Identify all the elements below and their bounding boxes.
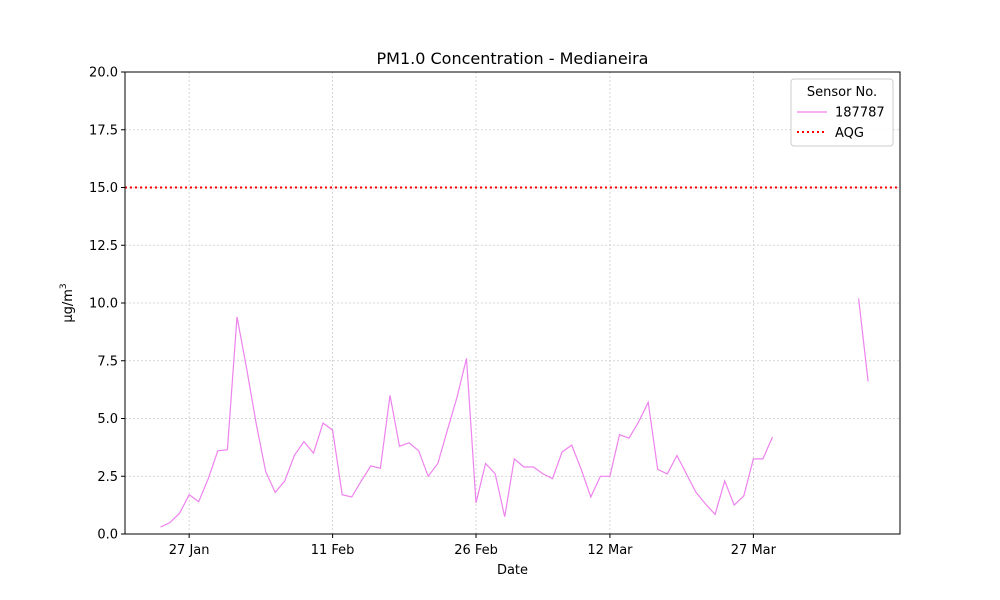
y-tick-label: 2.5 (97, 470, 118, 485)
x-axis: 27 Jan 11 Feb 26 Feb 12 Mar 27 Mar (169, 534, 777, 558)
x-tick-label: 27 Mar (731, 543, 777, 558)
y-tick-label: 20.0 (89, 66, 118, 81)
legend-title: Sensor No. (807, 85, 877, 100)
x-axis-title: Date (497, 563, 528, 578)
x-tick-label: 27 Jan (169, 543, 210, 558)
series-line-187787 (160, 316, 774, 528)
y-axis-title-unit: μg/m (61, 289, 76, 323)
x-tick-label: 12 Mar (587, 543, 633, 558)
x-tick-label: 26 Feb (454, 543, 498, 558)
y-tick-label: 17.5 (89, 123, 118, 138)
y-tick-label: 15.0 (89, 181, 118, 196)
series-line-187787 (858, 298, 869, 382)
y-tick-label: 0.0 (97, 528, 118, 543)
legend-box (790, 78, 894, 147)
legend: Sensor No. 187787 AQG (790, 78, 894, 147)
y-tick-label: 5.0 (97, 412, 118, 427)
x-tick-label: 11 Feb (311, 543, 355, 558)
legend-label-187787: 187787 (835, 106, 885, 121)
y-tick-label: 12.5 (89, 239, 118, 254)
plot-series (125, 186, 900, 528)
y-axis-title: μg/m3 (59, 283, 76, 322)
y-tick-label: 10.0 (89, 297, 118, 312)
legend-label-aqg: AQG (835, 126, 864, 141)
y-axis: 0.0 2.5 5.0 7.5 10.0 12.5 15.0 17.5 20.0 (89, 66, 125, 543)
y-axis-title-superscript: 3 (59, 283, 69, 289)
y-tick-label: 7.5 (97, 354, 118, 369)
chart-title: PM1.0 Concentration - Medianeira (377, 49, 649, 68)
